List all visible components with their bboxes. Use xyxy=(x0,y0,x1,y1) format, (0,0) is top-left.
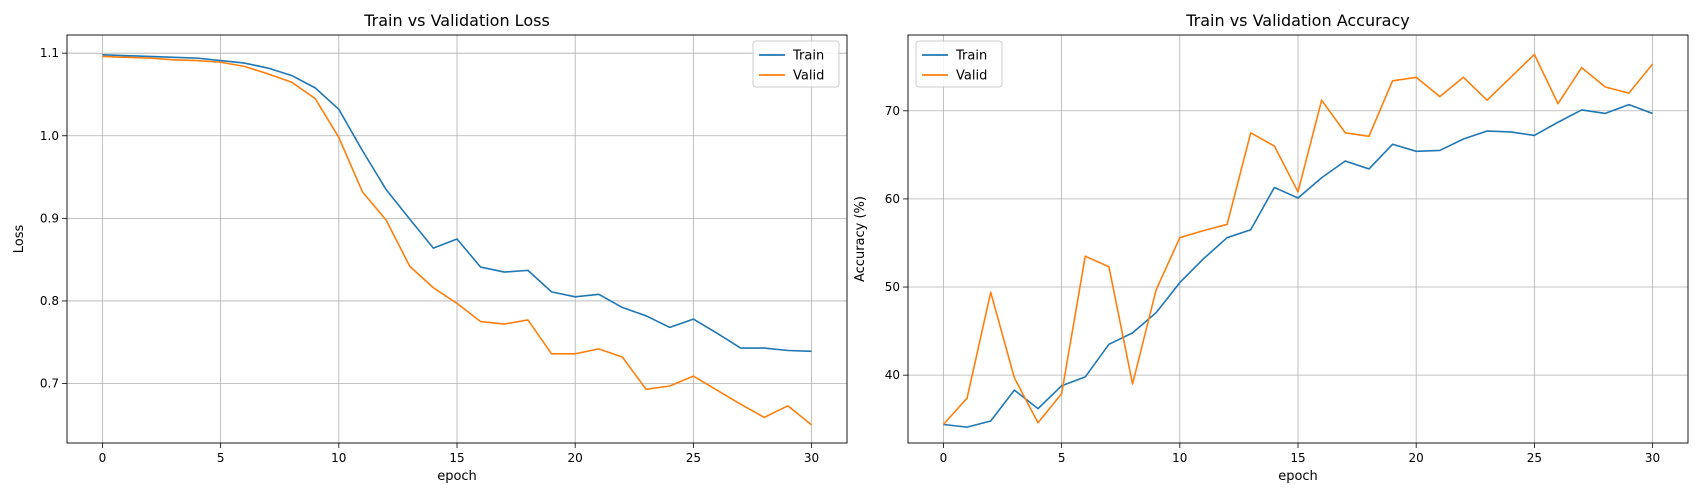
legend: Train Valid xyxy=(915,40,1003,88)
x-axis-label: epoch xyxy=(437,469,477,484)
x-tick-label: 5 xyxy=(217,451,225,465)
y-tick-label: 0.7 xyxy=(40,377,59,391)
series-line-valid xyxy=(942,53,1654,426)
y-tick-label: 40 xyxy=(885,368,900,382)
y-tick-label: 0.9 xyxy=(40,211,59,225)
x-tick-label: 10 xyxy=(1172,451,1187,465)
x-tick-label: 25 xyxy=(1527,451,1542,465)
series-line-train xyxy=(943,103,1653,428)
loss-chart: 0 5 10 15 20 25 30 0.7 0.8 0.9 1.0 1.1 Train vs Vali… xyxy=(12,11,848,484)
legend-label-valid: Valid xyxy=(956,69,987,84)
x-tick-label: 25 xyxy=(686,451,701,465)
chart-title: Train vs Validation Accuracy xyxy=(1185,11,1410,30)
y-tick-label: 1.1 xyxy=(40,46,59,60)
x-axis-label: epoch xyxy=(1278,469,1318,484)
y-tick-label: 1.0 xyxy=(40,129,59,143)
series-line-train xyxy=(102,54,812,353)
chart-title: Train vs Validation Loss xyxy=(363,11,550,30)
x-tick-label: 5 xyxy=(1058,451,1066,465)
plot-frame xyxy=(907,34,1689,444)
y-axis-label: Loss xyxy=(12,225,27,254)
legend-label-train: Train xyxy=(955,49,987,64)
x-tick-label: 30 xyxy=(1645,451,1660,465)
legend-label-train: Train xyxy=(792,49,824,64)
legend: Train Valid xyxy=(752,40,840,88)
plot-frame xyxy=(66,34,848,444)
y-tick-label: 60 xyxy=(885,192,900,206)
x-tick-label: 0 xyxy=(99,451,107,465)
x-tick-label: 30 xyxy=(804,451,819,465)
series-line-valid xyxy=(102,55,813,426)
accuracy-chart: 0 5 10 15 20 25 30 40 50 60 70 Train vs Validation … xyxy=(853,11,1689,484)
x-tick-label: 20 xyxy=(1409,451,1424,465)
y-tick-label: 0.8 xyxy=(40,294,59,308)
x-tick-label: 15 xyxy=(1290,451,1305,465)
x-tick-label: 15 xyxy=(449,451,464,465)
legend-label-valid: Valid xyxy=(793,69,824,84)
y-axis-label: Accuracy (%) xyxy=(853,196,868,282)
x-tick-label: 10 xyxy=(331,451,346,465)
y-tick-label: 70 xyxy=(885,104,900,118)
x-tick-label: 0 xyxy=(940,451,948,465)
x-tick-label: 20 xyxy=(568,451,583,465)
y-tick-label: 50 xyxy=(885,280,900,294)
